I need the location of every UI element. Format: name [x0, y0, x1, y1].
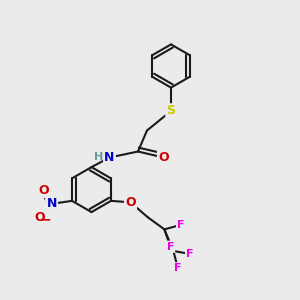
Text: N: N [104, 151, 115, 164]
Text: S: S [167, 104, 176, 118]
Text: N: N [46, 197, 57, 210]
Text: F: F [186, 249, 194, 259]
Text: −: − [39, 213, 51, 227]
Text: O: O [34, 211, 45, 224]
Text: O: O [125, 196, 136, 209]
Text: F: F [174, 263, 182, 273]
Text: O: O [158, 151, 169, 164]
Text: O: O [39, 184, 50, 197]
Text: F: F [167, 242, 174, 252]
Text: F: F [177, 220, 184, 230]
Text: H: H [94, 152, 103, 162]
